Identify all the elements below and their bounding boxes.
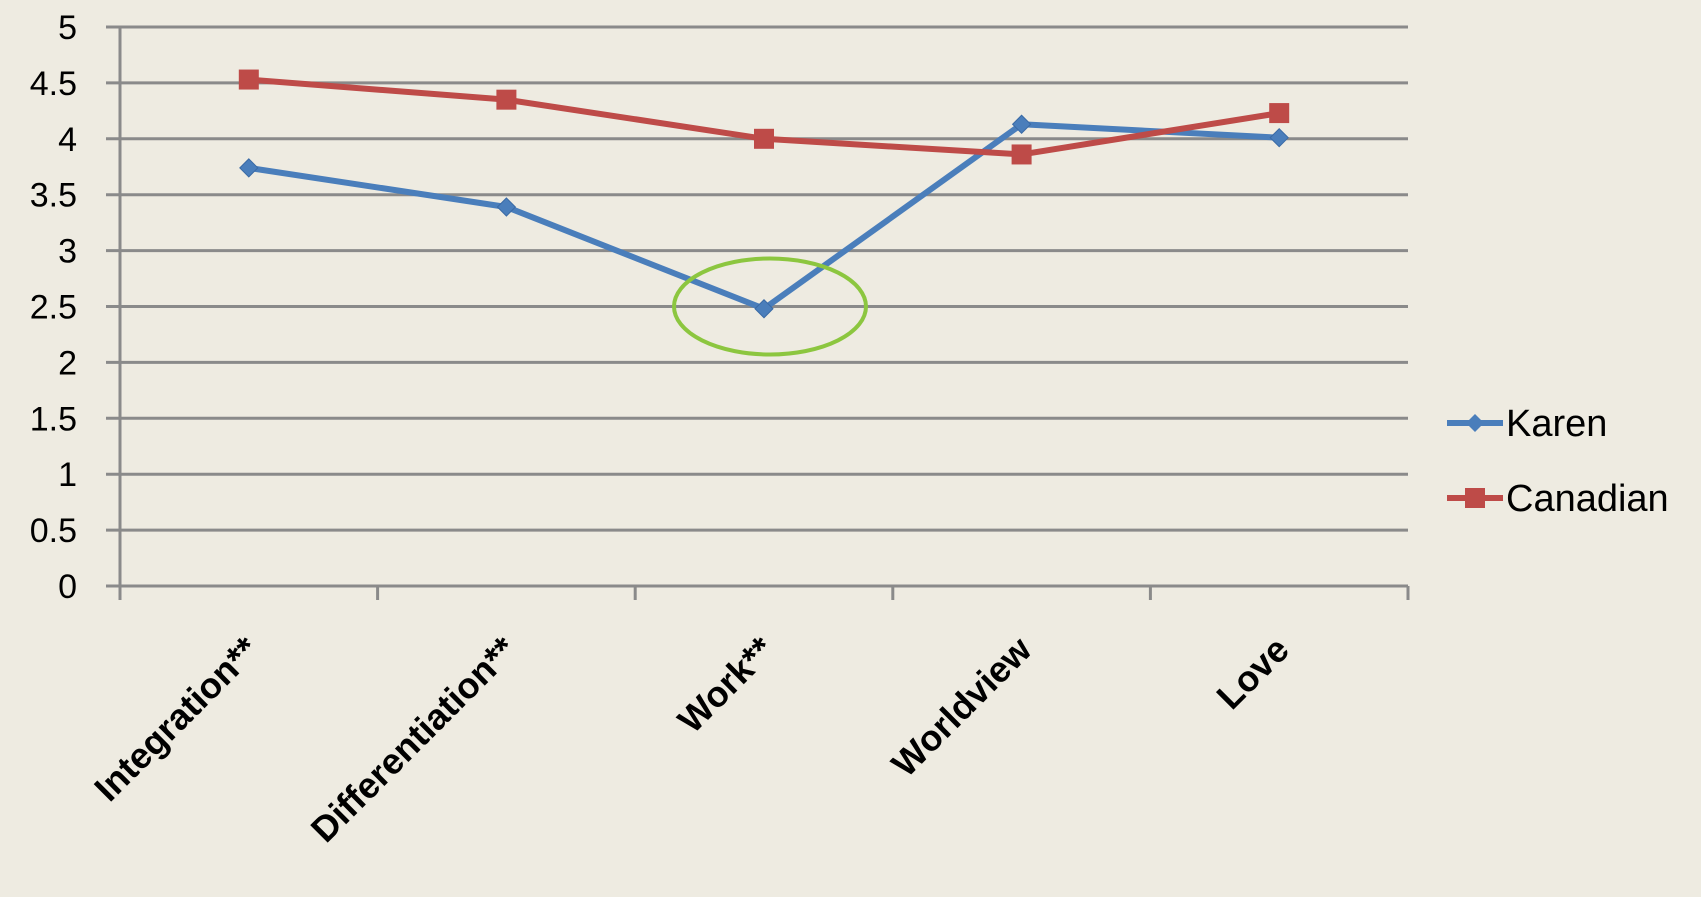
x-category-label: Work** bbox=[670, 629, 782, 741]
y-tick-label: 0 bbox=[58, 568, 77, 606]
axes bbox=[106, 27, 1410, 600]
x-category-label: Love bbox=[1208, 629, 1296, 717]
y-tick-label: 0.5 bbox=[30, 512, 77, 550]
legend-item-karen: Karen bbox=[1447, 403, 1607, 445]
legend-item-canadian: Canadian bbox=[1447, 478, 1669, 520]
series-karen bbox=[239, 114, 1289, 319]
legend-label: Canadian bbox=[1506, 478, 1669, 520]
gridlines bbox=[106, 25, 1408, 532]
y-tick-label: 1.5 bbox=[30, 400, 77, 438]
legend-label: Karen bbox=[1506, 403, 1607, 445]
data-point-canadian bbox=[1269, 103, 1290, 124]
data-point-canadian bbox=[754, 128, 774, 149]
y-tick-label: 3.5 bbox=[30, 177, 77, 215]
annotations bbox=[672, 256, 868, 357]
data-point-karen bbox=[1011, 114, 1032, 134]
x-axis-category-labels: Integration** Differentiation** Work** Worl… bbox=[86, 628, 1297, 850]
y-tick-label: 2 bbox=[58, 344, 77, 382]
data-point-karen bbox=[1269, 127, 1289, 148]
legend: Karen Canadian bbox=[1447, 403, 1669, 520]
highlight-ellipse bbox=[672, 256, 868, 357]
data-point-canadian bbox=[238, 69, 259, 90]
data-point-canadian bbox=[496, 89, 517, 110]
legend-marker bbox=[1465, 488, 1485, 508]
y-tick-label: 2.5 bbox=[30, 289, 77, 327]
x-category-label: Differentiation** bbox=[303, 629, 524, 850]
y-tick-label: 5 bbox=[58, 9, 77, 47]
y-axis-tick-labels: 0 0.5 1 1.5 2 2.5 3 3.5 4 4.5 5 bbox=[30, 9, 77, 606]
data-point-canadian bbox=[1011, 144, 1032, 165]
x-category-label: Integration** bbox=[86, 629, 266, 809]
y-tick-label: 4.5 bbox=[30, 65, 77, 103]
series-line-karen bbox=[248, 121, 1280, 312]
y-tick-label: 1 bbox=[58, 456, 77, 494]
y-tick-label: 3 bbox=[58, 233, 77, 271]
legend-marker bbox=[1466, 414, 1484, 432]
y-tick-label: 4 bbox=[58, 121, 77, 159]
series-lines bbox=[238, 69, 1290, 319]
x-category-label: Worldview bbox=[883, 628, 1040, 785]
data-point-karen bbox=[496, 197, 517, 217]
data-point-karen bbox=[239, 158, 259, 178]
series-canadian bbox=[238, 69, 1290, 165]
data-point-karen bbox=[754, 299, 774, 319]
